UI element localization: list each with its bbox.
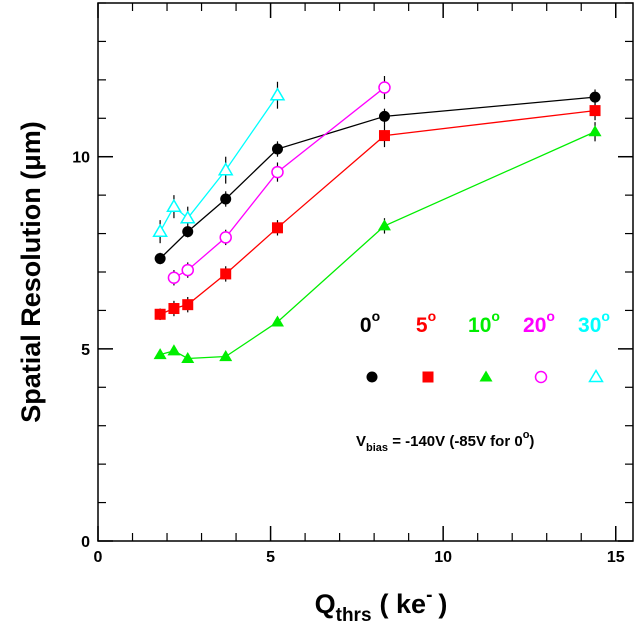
data-point [152, 223, 168, 237]
data-point [270, 315, 284, 327]
plot-frame [97, 2, 634, 542]
bias-annotation: Vbias = -140V (-85V for 0o) [356, 429, 534, 454]
legend-marker [534, 370, 548, 384]
x-tick-label: 15 [607, 549, 625, 566]
series-line [173, 87, 385, 279]
x-axis-title-sub: thrs [336, 605, 372, 626]
legend-label: 30o [578, 308, 610, 337]
data-point [167, 271, 181, 285]
legend-label-value: 0 [360, 314, 372, 337]
data-point [271, 165, 284, 179]
x-axis-title-rest: ( ke [380, 589, 427, 619]
data-point [182, 299, 194, 311]
data-point [219, 231, 232, 244]
legend: 0o 5o 10o 20o 30o [360, 308, 610, 384]
legend-degree-sign: o [372, 308, 381, 324]
data-point [220, 268, 232, 280]
legend-degree-sign: o [546, 308, 555, 324]
data-point [378, 81, 391, 94]
legend-label-value: 10 [468, 314, 491, 337]
legend-label-value: 30 [578, 314, 601, 337]
series-30-deg [152, 81, 286, 244]
x-axis-title-main: Q [315, 589, 336, 619]
legend-label: 20o [523, 308, 555, 337]
data-point [182, 226, 194, 238]
x-tick-label: 10 [434, 549, 452, 566]
series-line [159, 109, 596, 315]
bias-annotation-sub: bias [366, 442, 388, 454]
series-5-deg [154, 100, 601, 321]
data-point [154, 253, 166, 265]
y-tick-label: 5 [81, 342, 90, 359]
data-point [154, 308, 166, 320]
data-point [217, 162, 234, 176]
series-0-deg [154, 89, 601, 265]
data-point [378, 110, 390, 122]
legend-label: 10o [468, 308, 500, 337]
series-layer [152, 76, 602, 364]
y-axis-title: Spatial Resolution (μm) [16, 121, 46, 423]
data-point [588, 125, 602, 137]
data-point [589, 105, 601, 117]
data-point [589, 91, 601, 103]
legend-marker [422, 371, 434, 383]
data-point [179, 210, 196, 224]
x-axis-title-close: ) [438, 589, 447, 619]
data-point [220, 193, 232, 205]
data-point [219, 350, 233, 362]
axis-ticks: 0 5 10 15 0 5 10 [72, 2, 633, 566]
data-point [271, 143, 283, 155]
legend-marker [588, 369, 604, 383]
y-tick-label: 10 [72, 150, 90, 167]
series-line [159, 96, 596, 260]
data-point [377, 219, 391, 231]
x-axis-title: Qthrs ( ke-) [315, 585, 448, 626]
legend-degree-sign: o [601, 308, 610, 324]
bias-annotation-sup: o [523, 429, 530, 441]
series-10-deg [153, 122, 602, 364]
data-point [166, 198, 182, 212]
legend-label: 5o [416, 308, 436, 337]
legend-label: 0o [360, 308, 380, 337]
data-point [168, 303, 180, 315]
data-point [378, 130, 390, 142]
legend-marker [479, 370, 493, 382]
data-point [269, 87, 286, 101]
bias-annotation-close: ) [529, 433, 534, 450]
y-tick-label: 0 [81, 534, 90, 551]
x-axis-title-sup: - [426, 585, 432, 606]
legend-label-value: 5 [416, 314, 428, 337]
legend-degree-sign: o [428, 308, 437, 324]
data-point [181, 351, 195, 364]
bias-annotation-v: V [356, 433, 366, 450]
data-point [181, 263, 194, 277]
legend-degree-sign: o [491, 308, 500, 324]
x-tick-label: 0 [94, 549, 103, 566]
bias-annotation-rest: = -140V (-85V for 0 [388, 433, 523, 450]
data-point [167, 344, 181, 356]
series-20-deg [167, 76, 391, 286]
x-tick-label: 5 [266, 549, 275, 566]
legend-marker [366, 371, 378, 383]
legend-label-value: 20 [523, 314, 546, 337]
data-point [153, 348, 167, 360]
data-point [271, 222, 283, 234]
